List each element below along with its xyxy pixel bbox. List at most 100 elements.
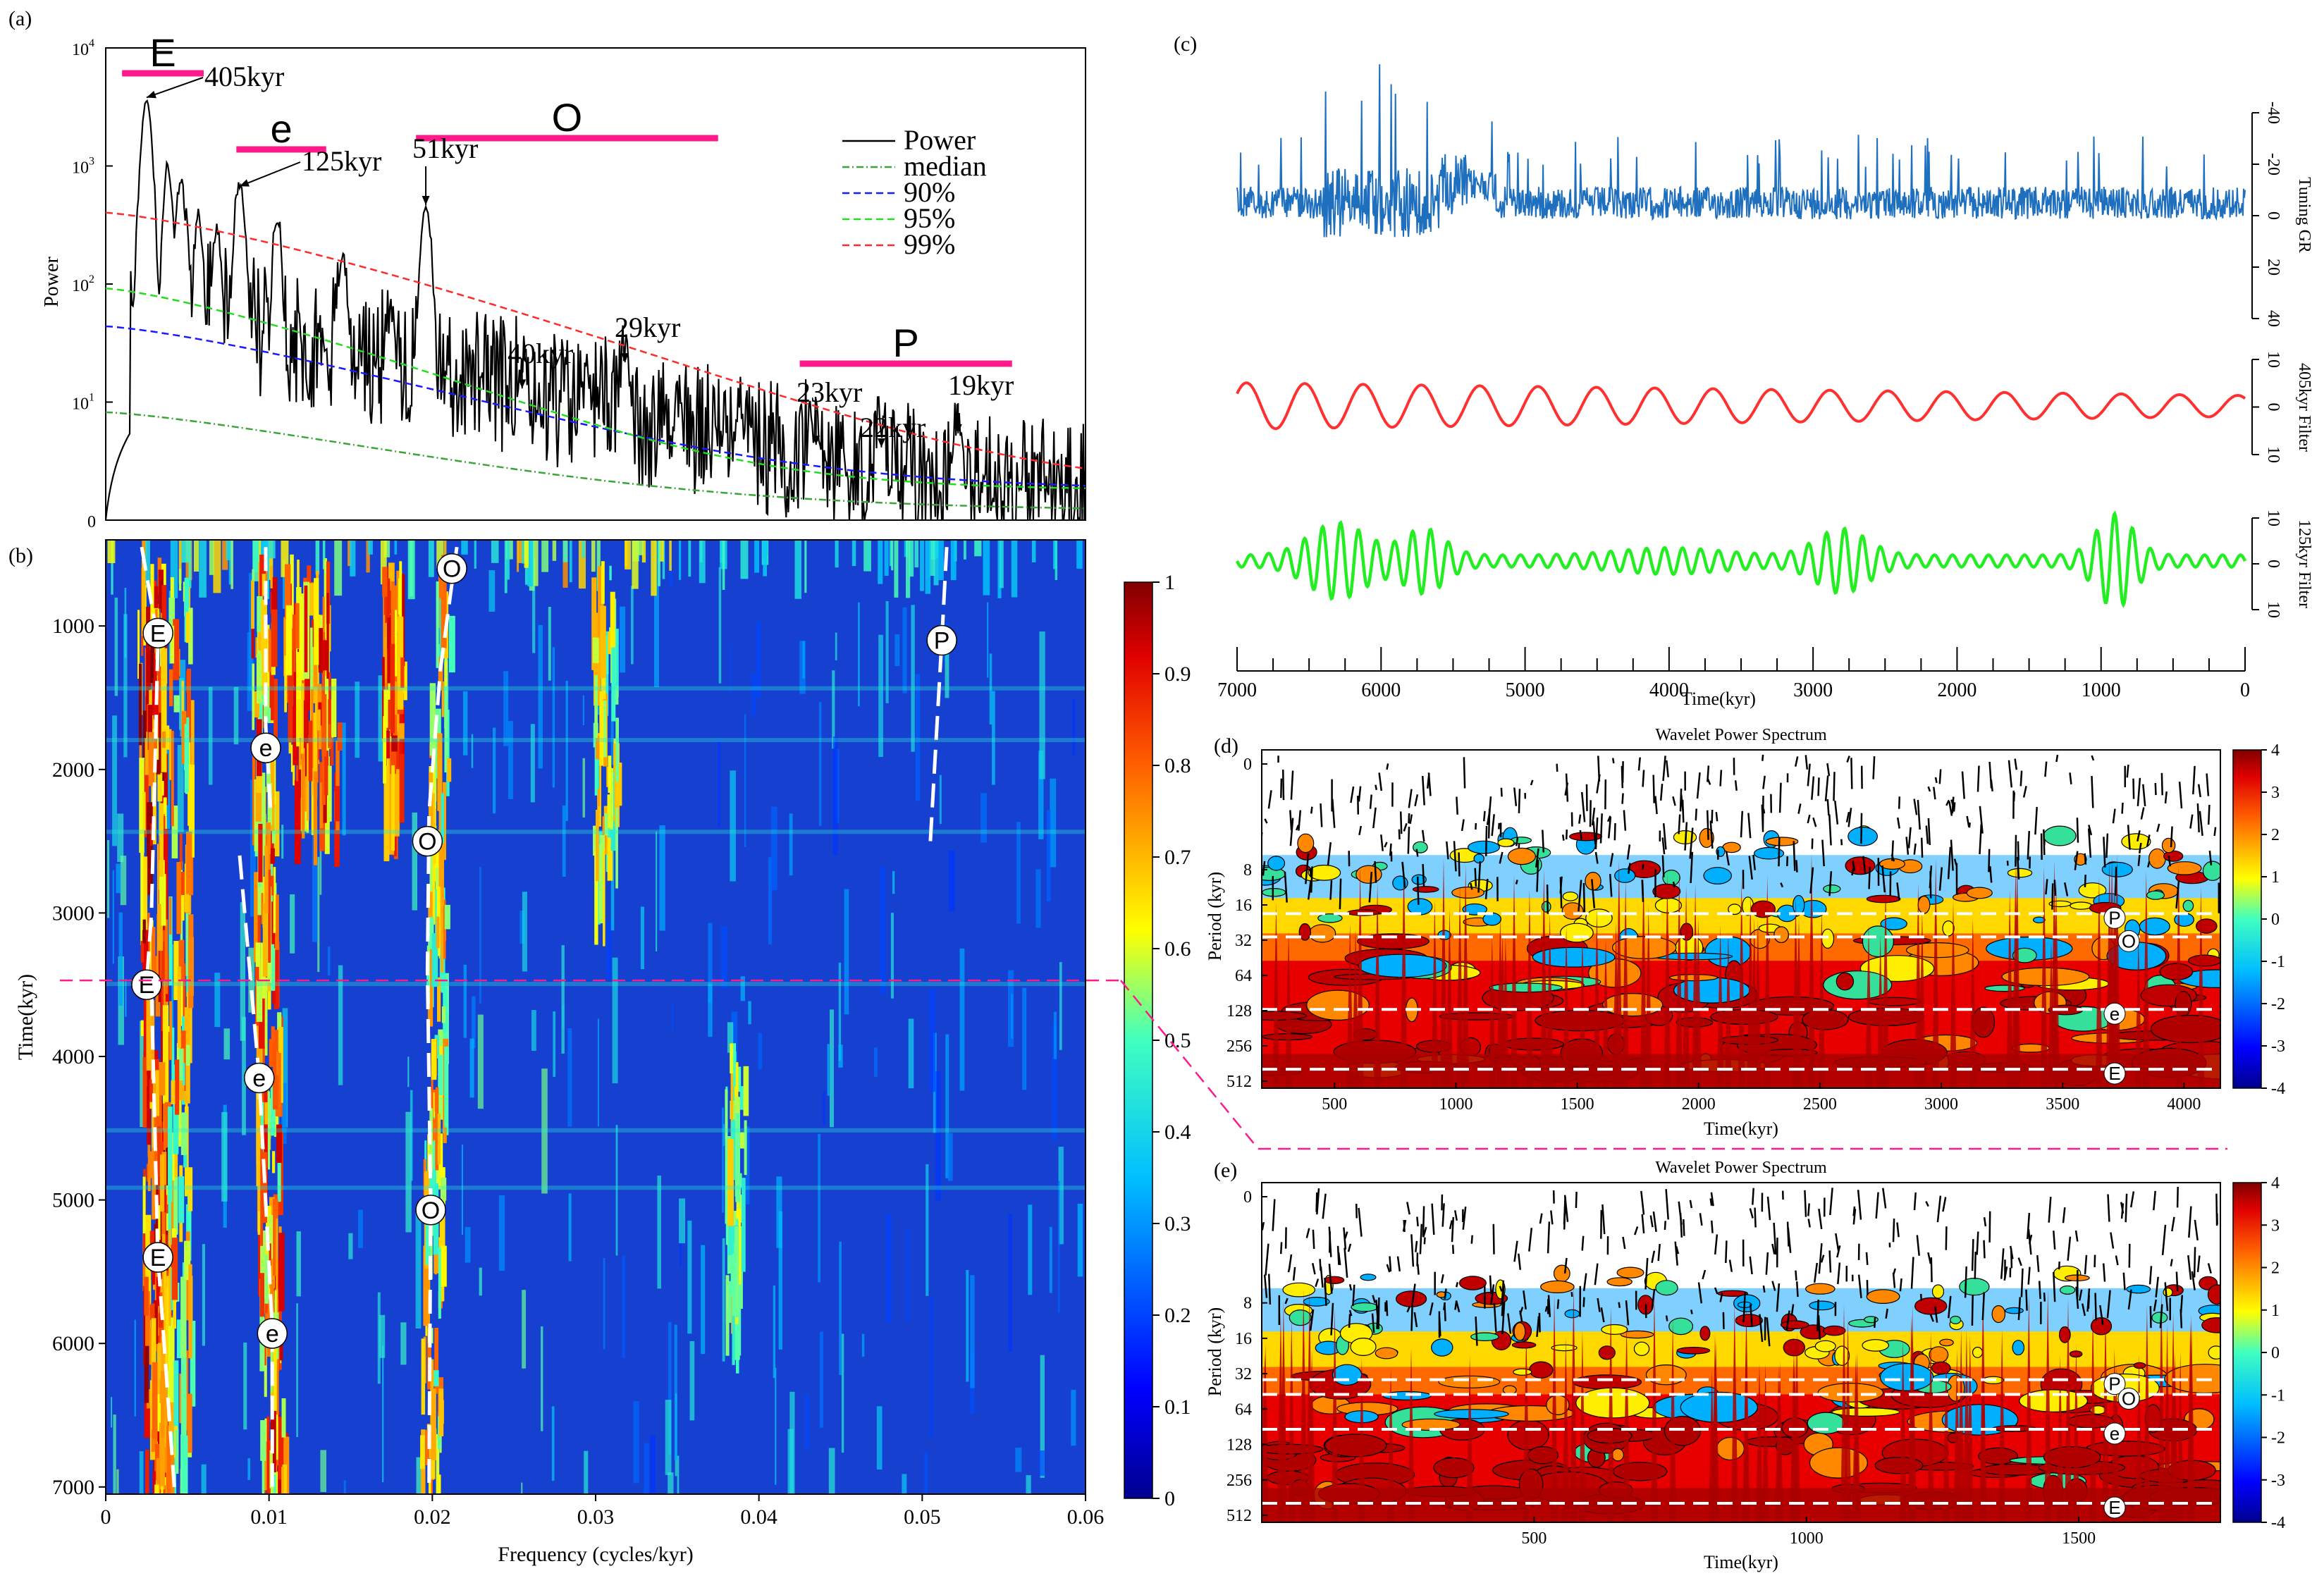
heatmap-cell bbox=[222, 540, 228, 570]
heatmap-cell bbox=[471, 734, 474, 768]
marker-O-label: O bbox=[422, 1197, 440, 1224]
wavelet-noise bbox=[1298, 810, 1302, 831]
heatmap-cell bbox=[436, 1434, 440, 1494]
heatmap-cell bbox=[1035, 869, 1041, 928]
heatmap-cell bbox=[254, 872, 258, 963]
wavelet-noise bbox=[1550, 1210, 1554, 1225]
panel-a-ylabel: Power bbox=[41, 257, 63, 307]
wavelet-spike bbox=[1356, 864, 1364, 1088]
heatmap-cell bbox=[640, 906, 644, 970]
wavelet-contour bbox=[2167, 861, 2202, 875]
panel-b-ytick-label: 2000 bbox=[52, 758, 94, 782]
wavelet-spike bbox=[2135, 1354, 2143, 1522]
period-marker-P-label: P bbox=[2108, 1374, 2120, 1395]
heatmap-cell bbox=[742, 1178, 746, 1272]
heatmap-cell bbox=[1038, 1450, 1045, 1476]
wavelet-spike bbox=[2040, 865, 2048, 1088]
heatmap-cell bbox=[699, 540, 703, 562]
wavelet-noise bbox=[2062, 1207, 2066, 1223]
heatmap-cell bbox=[152, 586, 159, 608]
heatmap-cell bbox=[296, 1303, 298, 1437]
wavelet-noise bbox=[1874, 1317, 1876, 1329]
wavelet-noise bbox=[1484, 825, 1488, 856]
heatmap-cell bbox=[669, 540, 672, 571]
wavelet-spike bbox=[1899, 1340, 1907, 1522]
peak-label-405kyr: 405kyr bbox=[204, 61, 284, 92]
panel-c-tick-label: 0 bbox=[2240, 679, 2250, 701]
heatmap-cell bbox=[608, 631, 612, 655]
heatmap-cell bbox=[327, 947, 331, 976]
wavelet-noise bbox=[2091, 776, 2094, 808]
heatmap-cell bbox=[142, 540, 147, 557]
heatmap-cell bbox=[593, 825, 598, 856]
heatmap-cell bbox=[597, 1018, 599, 1127]
wavelet-noise bbox=[1988, 849, 1991, 873]
wavelet-noise bbox=[1749, 1256, 1753, 1275]
wavelet-contour bbox=[1458, 1276, 1487, 1290]
wavelet-noise bbox=[1816, 1300, 1819, 1331]
heatmap-cell bbox=[271, 736, 275, 832]
heatmap-cell bbox=[247, 1458, 250, 1480]
wavelet-noise bbox=[1344, 1247, 1348, 1278]
heatmap-cell bbox=[270, 565, 273, 588]
heatmap-cell bbox=[929, 540, 935, 576]
heatmap-cell bbox=[771, 806, 777, 891]
marker-O-circle bbox=[412, 825, 443, 857]
colorbar-b-tick-label: 0.9 bbox=[1164, 662, 1191, 686]
wavelet-noise bbox=[1440, 1274, 1444, 1283]
wavelet-colorbar-tick-label: -1 bbox=[2271, 953, 2285, 971]
wavelet-colorbar-tick-label: -3 bbox=[2271, 1472, 2285, 1490]
heatmap-cell bbox=[436, 1169, 440, 1184]
wavelet-spike bbox=[1907, 1315, 1915, 1522]
heatmap-cell bbox=[151, 1429, 158, 1452]
heatmap-cell bbox=[214, 973, 221, 1028]
heatmap-cell bbox=[568, 1193, 572, 1262]
heatmap-cell bbox=[532, 558, 536, 653]
wavelet-noise bbox=[1804, 1190, 1807, 1217]
heatmap-cell bbox=[656, 831, 658, 951]
wavelet-noise bbox=[1689, 827, 1694, 859]
heatmap-cell bbox=[491, 540, 499, 563]
panel-a-ytick-label: 10 bbox=[72, 41, 89, 59]
heatmap-cell bbox=[148, 732, 155, 787]
wavelet-noise bbox=[1499, 851, 1504, 864]
wavelet-spike bbox=[1466, 1355, 1474, 1522]
heatmap-cell bbox=[427, 1324, 431, 1390]
wavelet-noise bbox=[2067, 1236, 2072, 1261]
wavelet-noise bbox=[1601, 1204, 1606, 1235]
wavelet-noise bbox=[1581, 1235, 1585, 1251]
wavelet-spike bbox=[1288, 1317, 1296, 1522]
tuning-gr-line bbox=[1236, 64, 2246, 238]
heatmap-cell bbox=[425, 1212, 431, 1265]
heatmap-cell bbox=[612, 820, 615, 849]
wavelet-noise bbox=[1835, 1233, 1840, 1251]
heatmap-cell bbox=[744, 714, 746, 848]
wavelet-noise bbox=[1805, 755, 1809, 770]
heatmap-cell bbox=[296, 652, 300, 747]
heatmap-cell bbox=[469, 1038, 474, 1098]
wavelet-contour bbox=[1664, 1415, 1701, 1446]
wavelet-low-band bbox=[1262, 1488, 2220, 1522]
wavelet-noise bbox=[1625, 1300, 1630, 1326]
heatmap-cell bbox=[395, 596, 398, 677]
panel-d-label: (d) bbox=[1214, 734, 1238, 758]
wavelet-spike bbox=[1676, 873, 1683, 1088]
wavelet-noise bbox=[1961, 771, 1965, 799]
marker-e-label: e bbox=[252, 1066, 266, 1092]
heatmap-cell bbox=[156, 913, 160, 997]
heatmap-cell bbox=[173, 941, 179, 1000]
heatmap-cell bbox=[384, 540, 391, 557]
wavelet-noise bbox=[1446, 841, 1449, 860]
wavelet-contour bbox=[1845, 856, 1876, 875]
wavelet-contour bbox=[1929, 1346, 1949, 1364]
heatmap-cell bbox=[908, 1018, 914, 1089]
wavelet-noise bbox=[1463, 757, 1466, 789]
heatmap-cell bbox=[431, 1214, 435, 1236]
heatmap-cell bbox=[152, 1303, 155, 1323]
heatmap-cell bbox=[444, 1046, 449, 1135]
heatmap-cell bbox=[835, 540, 839, 568]
wavelet-spike bbox=[1882, 882, 1890, 1088]
wavelet-colorbar-tick-label: -2 bbox=[2271, 1429, 2285, 1448]
heatmap-cell bbox=[147, 802, 153, 895]
wavelet-spike bbox=[1488, 935, 1496, 1088]
